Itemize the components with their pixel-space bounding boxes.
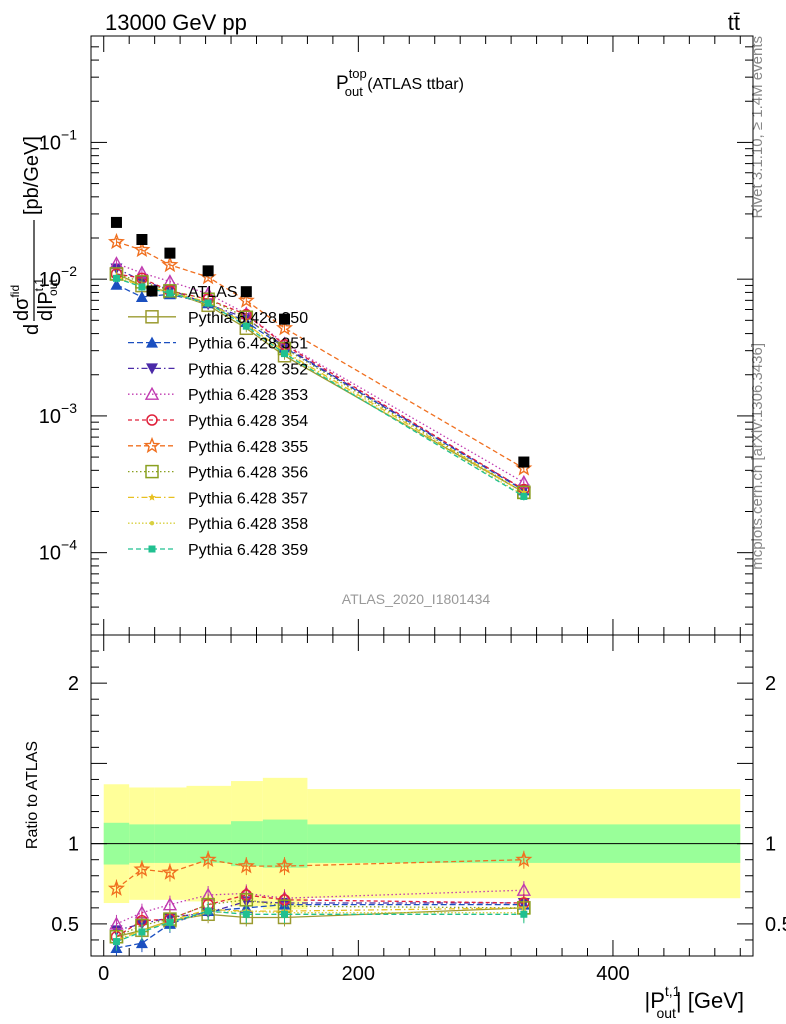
data-point <box>279 313 291 325</box>
mcplots-label: mcplots.cern.ch [arXiv:1306.3436] <box>749 343 766 570</box>
legend-label: Pythia 6.428 356 <box>188 465 308 482</box>
header-left: 13000 GeV pp <box>105 10 247 35</box>
ratio-point <box>135 937 148 949</box>
legend-marker <box>146 363 158 375</box>
ratio-point <box>138 928 146 936</box>
main-ytick-label: 10−4 <box>39 537 77 565</box>
chart-title: Ptop out (ATLAS ttbar) <box>336 66 464 99</box>
ratio-ytick-label: 1 <box>68 834 79 856</box>
data-point <box>202 265 214 277</box>
legend-label: Pythia 6.428 353 <box>188 387 308 404</box>
legend-marker <box>145 310 159 324</box>
main-ylabel: d dσfid d|Pt,1out [pb/GeV] <box>8 136 60 335</box>
ratio-frame <box>90 634 754 957</box>
legend-marker <box>146 336 158 348</box>
header-right: tt̄ <box>728 10 740 35</box>
legend-label-data: ATLAS <box>188 284 238 301</box>
ratio-point <box>520 910 528 918</box>
series-point <box>276 319 294 336</box>
ratio-point <box>133 860 151 877</box>
series-line <box>116 241 525 469</box>
series-point <box>112 274 120 282</box>
ratio-point <box>281 910 289 918</box>
x-tick-label: 400 <box>596 963 629 985</box>
series-point <box>161 255 179 273</box>
ratio-panel: 0 200 400 0.5 0.5 1 1 2 2 <box>51 634 786 985</box>
legend-label: Pythia 6.428 357 <box>188 490 308 507</box>
series-point <box>242 322 250 330</box>
ratio-point <box>515 850 533 868</box>
svg-text:d|Pt,1out: d|Pt,1out <box>32 278 60 321</box>
legend-marker-data <box>146 285 158 297</box>
legend-marker <box>145 464 159 479</box>
data-point <box>136 234 148 246</box>
legend-marker <box>144 386 160 400</box>
main-ytick-label: 10−2 <box>39 263 77 291</box>
main-panel: 10−1 10−2 10−3 10−4 <box>39 35 754 636</box>
main-ytick-label: 10−3 <box>39 400 77 428</box>
legend-marker <box>148 545 156 553</box>
ratio-point <box>242 910 250 918</box>
series-point <box>281 350 289 358</box>
series-point <box>133 240 151 258</box>
legend: ATLAS Pythia 6.428 350 Pythia 6.428 351 Pyt… <box>128 284 308 559</box>
main-ytick-label: 10−1 <box>39 126 77 154</box>
legend-label: Pythia 6.428 355 <box>188 439 308 456</box>
legend-marker <box>146 414 158 426</box>
ratio-ytick-label: 2 <box>68 673 79 695</box>
x-tick-label: 0 <box>98 963 109 985</box>
data-point <box>110 216 122 228</box>
series-point <box>135 290 148 302</box>
rivet-label: Rivet 3.1.10, ≥ 1.4M events <box>749 36 766 219</box>
ratio-point <box>237 857 255 874</box>
series-point <box>520 492 528 500</box>
analysis-id: ATLAS_2020_I1801434 <box>342 591 491 607</box>
ratio-point <box>166 918 174 926</box>
series-point <box>237 291 255 308</box>
svg-text:dσfid: dσfid <box>8 285 33 321</box>
legend-label: Pythia 6.428 359 <box>188 542 308 559</box>
legend-label: Pythia 6.428 352 <box>188 361 308 378</box>
legend-marker <box>148 493 156 501</box>
ratio-series-line <box>116 903 524 949</box>
legend-marker <box>149 521 155 526</box>
data-point <box>518 456 530 468</box>
series-line <box>116 277 525 498</box>
svg-text:[pb/GeV]: [pb/GeV] <box>21 136 43 215</box>
ratio-ytick-label: 0.5 <box>51 914 79 936</box>
x-tick-label: 200 <box>342 963 375 985</box>
svg-text:d: d <box>21 324 43 335</box>
series-point <box>107 232 125 250</box>
ratio-series-line <box>116 899 524 938</box>
ratio-ytick-label-right: 0.5 <box>765 914 786 936</box>
legend-label: Pythia 6.428 358 <box>188 516 308 533</box>
ratio-point <box>162 897 178 911</box>
ratio-point <box>107 879 125 896</box>
series-point <box>110 278 123 290</box>
series-point <box>138 283 146 291</box>
ratio-ylabel: Ratio to ATLAS <box>24 741 41 849</box>
legend-label: Pythia 6.428 351 <box>188 336 308 353</box>
series-point <box>166 289 174 297</box>
ratio-point <box>199 850 217 868</box>
series-point <box>204 299 212 307</box>
ratio-ytick-label-right: 2 <box>765 673 776 695</box>
data-point <box>240 286 252 298</box>
ratio-point <box>204 907 212 915</box>
ratio-ytick-label-right: 1 <box>765 834 776 856</box>
legend-label: Pythia 6.428 354 <box>188 413 308 430</box>
ratio-point <box>161 863 179 880</box>
ratio-point <box>276 857 294 874</box>
x-axis-label: |Pt,1 out| [GeV] <box>644 983 744 1021</box>
ratio-point <box>112 938 120 946</box>
legend-marker <box>143 436 161 454</box>
data-point <box>164 247 176 259</box>
series-line <box>116 277 525 496</box>
legend-label: Pythia 6.428 350 <box>188 310 308 327</box>
